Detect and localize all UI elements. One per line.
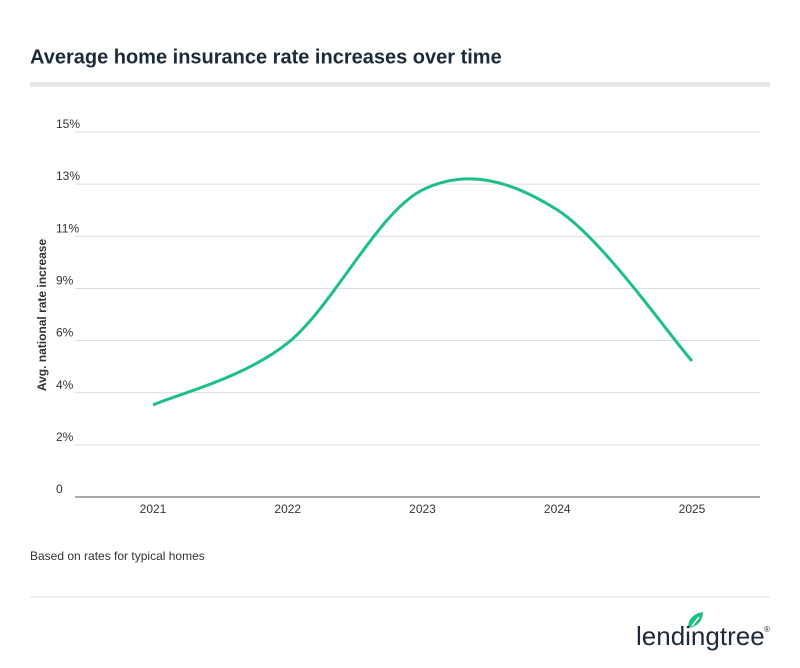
y-tick-label: 9%: [56, 274, 74, 288]
y-tick-label: 0: [56, 482, 63, 496]
y-tick-label: 11%: [56, 222, 79, 236]
x-tick-label: 2021: [140, 502, 167, 516]
title-divider: [30, 82, 770, 87]
y-tick-label: 6%: [56, 326, 74, 340]
chart-title: Average home insurance rate increases ov…: [30, 46, 502, 68]
logo-leaf: [688, 612, 703, 628]
registered-mark: ®: [764, 625, 770, 634]
x-tick-label: 2023: [409, 502, 436, 516]
note: Based on rates for typical homes: [30, 549, 205, 563]
logo: lendingtree ®: [636, 612, 770, 651]
y-tick-label: 15%: [56, 117, 80, 131]
y-axis-label: Avg. national rate increase: [35, 239, 49, 392]
y-tick-label: 4%: [56, 378, 74, 392]
brand: lendingtree: [636, 621, 765, 651]
x-tick-label: 2024: [544, 502, 571, 516]
logo-leaf-vein: [691, 616, 700, 627]
y-tick-label: 13%: [56, 169, 80, 183]
x-tick-label: 2022: [274, 502, 301, 516]
data-line: [152, 177, 694, 407]
y-tick-label: 2%: [56, 430, 74, 444]
x-tick-label: 2025: [679, 502, 706, 516]
